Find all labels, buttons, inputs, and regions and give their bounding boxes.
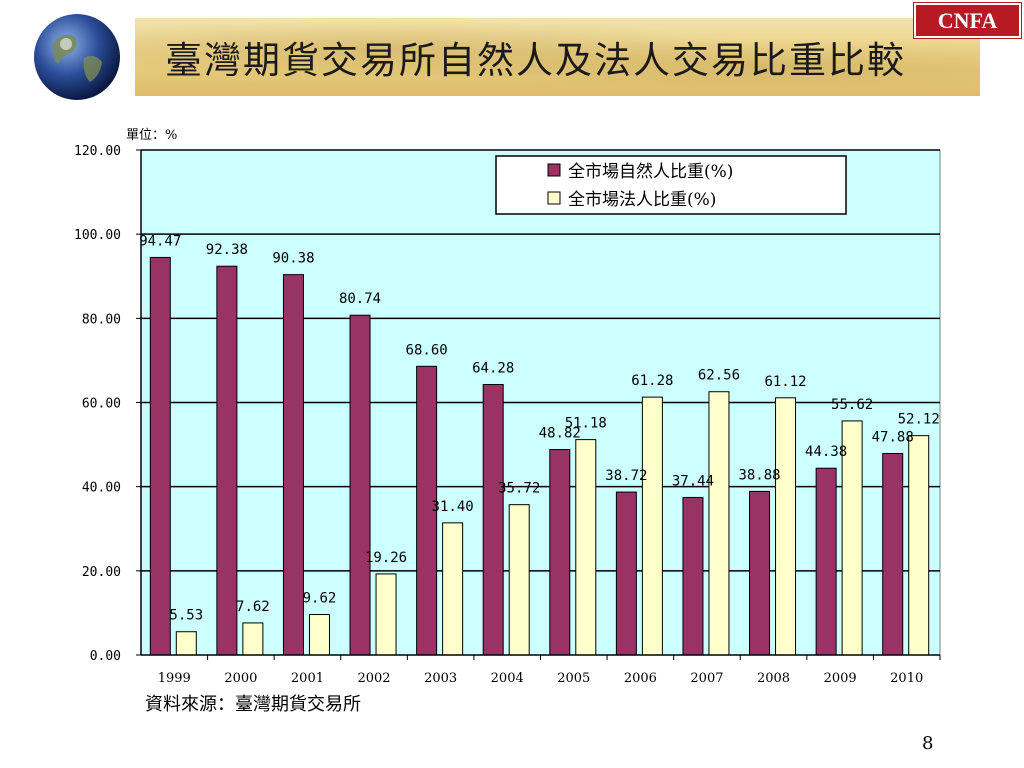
x-tick-label: 2001: [291, 671, 324, 686]
y-tick-label: 0.00: [90, 649, 121, 664]
data-label: 61.28: [631, 373, 673, 389]
data-label: 52.12: [898, 412, 940, 428]
x-tick-label: 2008: [757, 671, 790, 686]
x-tick-label: 2006: [624, 671, 657, 686]
data-label: 37.44: [672, 473, 714, 489]
bar-institutional: [175, 631, 197, 656]
bar-institutional: [775, 397, 797, 656]
data-label: 51.18: [565, 416, 607, 432]
x-tick-label: 2003: [424, 671, 457, 686]
source-note: 資料來源：臺灣期貨交易所: [145, 694, 361, 715]
gridlines: [141, 149, 940, 572]
bar-natural: [615, 491, 637, 656]
bar-institutional: [375, 573, 397, 656]
bar-natural: [482, 383, 504, 656]
bar-natural: [749, 490, 771, 656]
data-label: 31.40: [432, 499, 474, 515]
x-tick-label: 1999: [158, 671, 191, 686]
data-label: 68.60: [406, 342, 448, 358]
legend-swatch-institutional: [547, 191, 561, 205]
bar-institutional: [575, 439, 597, 656]
bar-natural: [815, 467, 837, 656]
data-label: 9.62: [303, 591, 337, 607]
data-label: 62.56: [698, 368, 740, 384]
bar-chart: 單位：% 0.00 20.00 40.00 60.00 80.00 100.00 120.0…: [74, 128, 941, 686]
slide-title: 臺灣期貨交易所自然人及法人交易比重比較: [165, 39, 906, 82]
y-tick-label: 60.00: [82, 397, 121, 412]
data-label: 92.38: [206, 242, 248, 258]
x-tick-label: 2010: [890, 671, 923, 686]
legend-swatch-natural: [547, 163, 561, 177]
y-tick-label: 80.00: [82, 312, 121, 327]
data-label: 38.72: [605, 468, 647, 484]
data-label: 35.72: [498, 481, 540, 497]
y-tick-label: 40.00: [82, 481, 121, 496]
globe-icon: [34, 14, 120, 100]
data-label: 44.38: [805, 444, 847, 460]
bar-institutional: [308, 614, 330, 656]
data-label: 64.28: [472, 360, 514, 376]
bar-institutional: [908, 435, 930, 656]
data-labels: 94.47 5.53 92.38 7.62 90.38 9.62 80.74 19.26 68.…: [139, 233, 940, 623]
legend-label-natural: 全市場自然人比重(%): [568, 162, 733, 182]
bar-natural: [216, 265, 238, 656]
unit-label: 單位：%: [126, 128, 177, 143]
x-tick-label: 2002: [357, 671, 390, 686]
data-label: 94.47: [139, 233, 181, 249]
x-tick-label: 2000: [224, 671, 257, 686]
bar-institutional: [442, 522, 464, 656]
bar-natural: [682, 496, 704, 656]
bar-natural: [149, 256, 171, 656]
data-label: 80.74: [339, 291, 381, 307]
x-tick-label: 2004: [491, 671, 524, 686]
cnfa-logo: CNFA: [914, 3, 1021, 38]
data-label: 61.12: [764, 374, 806, 390]
bar-institutional: [641, 396, 663, 656]
legend-label-institutional: 全市場法人比重(%): [568, 190, 716, 210]
data-label: 38.88: [738, 467, 780, 483]
y-tick-label: 100.00: [74, 228, 121, 243]
data-label: 7.62: [236, 599, 270, 615]
bar-natural: [349, 314, 371, 656]
data-label: 5.53: [169, 608, 203, 624]
legend: 全市場自然人比重(%) 全市場法人比重(%): [495, 155, 847, 215]
bars: [149, 256, 930, 656]
y-tick-label: 120.00: [74, 144, 121, 159]
bar-institutional: [508, 504, 530, 656]
data-label: 47.88: [872, 430, 914, 446]
y-tick-label: 20.00: [82, 565, 121, 580]
x-tick-label: 2005: [557, 671, 590, 686]
bar-institutional: [708, 391, 730, 656]
bar-natural: [882, 453, 904, 656]
data-label: 48.82: [539, 426, 581, 442]
bar-institutional: [242, 622, 264, 656]
x-axis: 1999 2000 2001 2002 2003 2004 2005 2006 2007 2008…: [141, 654, 941, 686]
data-label: 19.26: [365, 550, 407, 566]
bar-natural: [549, 449, 571, 656]
page-number: 8: [922, 733, 934, 754]
x-tick-label: 2007: [690, 671, 723, 686]
data-label: 90.38: [272, 251, 314, 267]
title-banner: [135, 18, 980, 96]
y-axis: 0.00 20.00 40.00 60.00 80.00 100.00 120.00: [74, 144, 142, 664]
bar-natural: [282, 274, 304, 656]
x-tick-label: 2009: [824, 671, 857, 686]
data-label: 55.62: [831, 397, 873, 413]
